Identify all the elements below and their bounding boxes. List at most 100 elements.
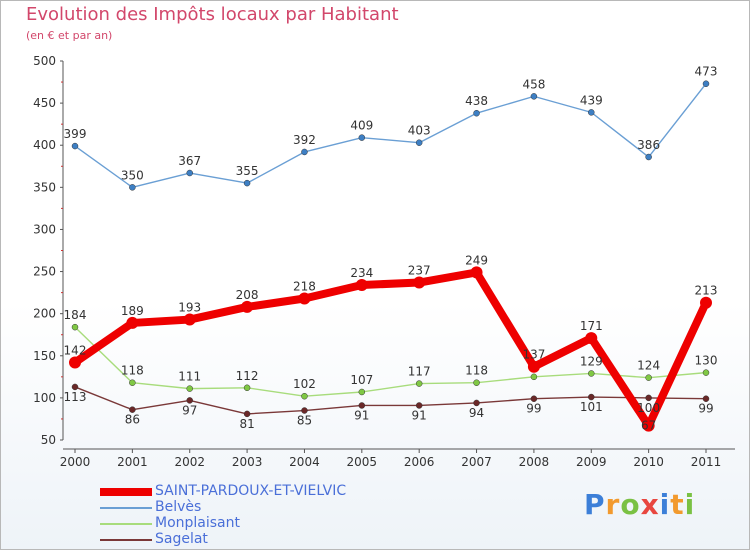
data-label: 86 (125, 413, 140, 427)
data-point (645, 394, 652, 402)
data-point (645, 153, 652, 161)
data-label: 367 (178, 154, 201, 168)
data-label: 184 (64, 308, 87, 322)
data-point (415, 402, 423, 409)
data-label: 124 (637, 359, 660, 373)
series-line (74, 386, 707, 415)
data-label: 117 (408, 365, 431, 379)
data-label: 392 (293, 133, 316, 147)
data-point (355, 279, 368, 292)
data-point (358, 388, 366, 396)
data-point (588, 370, 595, 377)
legend-label: Belvès (155, 499, 202, 515)
chart-title: Evolution des Impôts locaux par Habitant (26, 4, 399, 25)
legend-swatch (100, 523, 152, 525)
data-label: 107 (350, 373, 373, 387)
x-tick-label: 2004 (289, 455, 320, 469)
data-point (527, 360, 540, 373)
data-point (413, 276, 426, 289)
data-point (415, 380, 423, 387)
data-label: 234 (350, 266, 373, 280)
data-label: 458 (522, 77, 545, 91)
x-tick-label: 2001 (117, 455, 148, 469)
data-label: 350 (121, 168, 144, 182)
data-point (129, 379, 136, 386)
data-point (69, 356, 81, 369)
data-label: 438 (465, 94, 488, 108)
data-point (241, 300, 254, 313)
data-label: 111 (178, 370, 201, 384)
data-point (358, 402, 366, 409)
data-point (702, 369, 710, 376)
data-point (645, 374, 652, 381)
x-tick-label: 2009 (576, 455, 607, 469)
data-label: 91 (412, 408, 427, 422)
data-point (71, 323, 79, 331)
data-label: 355 (236, 164, 259, 178)
data-point (301, 392, 308, 400)
series-line (74, 326, 707, 397)
data-point (530, 395, 538, 402)
data-point (530, 93, 538, 100)
y-tick-label: 450 (33, 96, 56, 110)
data-label: 473 (695, 65, 718, 79)
data-point (71, 383, 79, 391)
data-point (183, 313, 196, 326)
logo-letter: i (684, 488, 696, 521)
data-label: 208 (236, 288, 259, 302)
data-point (243, 384, 251, 392)
legend-label: SAINT-PARDOUX-ET-VIELVIC (155, 483, 347, 499)
y-tick-label: 100 (33, 391, 56, 405)
data-point (700, 296, 712, 309)
data-point (642, 419, 655, 432)
x-tick-label: 2007 (461, 455, 492, 469)
proxiti-logo: Proxiti (584, 488, 695, 521)
x-tick-label: 2010 (633, 455, 664, 469)
logo-letter: t (670, 488, 685, 521)
y-tick-label: 350 (33, 180, 56, 194)
y-tick-label: 50 (41, 433, 56, 447)
legend-label: Sagelat (155, 531, 208, 547)
data-label: 101 (580, 400, 603, 414)
data-point (473, 109, 480, 117)
data-label: 213 (695, 284, 718, 298)
data-label: 249 (465, 253, 488, 267)
x-tick-label: 2005 (347, 455, 378, 469)
data-point (358, 134, 366, 141)
data-point (298, 292, 311, 305)
data-label: 99 (526, 402, 541, 416)
data-point (588, 393, 595, 401)
data-point (470, 266, 483, 279)
data-label: 171 (580, 319, 603, 333)
y-tick-label: 200 (33, 307, 56, 321)
data-label: 67 (641, 419, 656, 433)
data-label: 439 (580, 93, 603, 107)
x-tick-label: 2011 (691, 455, 722, 469)
data-label: 112 (236, 369, 259, 383)
data-label: 193 (178, 301, 201, 315)
data-point (415, 139, 423, 146)
x-tick-label: 2003 (232, 455, 263, 469)
data-point (588, 109, 595, 116)
data-point (530, 373, 538, 381)
data-point (186, 385, 193, 392)
data-label: 85 (297, 414, 312, 428)
data-label: 386 (637, 138, 660, 152)
logo-letter: P (584, 488, 606, 521)
data-label: 218 (293, 280, 316, 294)
data-point (585, 332, 598, 345)
legend-swatch (100, 488, 152, 496)
data-point (129, 406, 136, 413)
data-label: 137 (522, 348, 545, 362)
series-line (71, 268, 710, 430)
data-point (473, 399, 480, 407)
y-tick-label: 400 (33, 138, 56, 152)
legend-label: Monplaisant (155, 515, 240, 531)
x-tick-label: 2008 (519, 455, 550, 469)
data-label: 130 (695, 354, 718, 368)
data-point (243, 179, 251, 187)
y-tick-label: 150 (33, 349, 56, 363)
chart-subtitle: (en € et par an) (26, 29, 113, 42)
data-label: 403 (408, 124, 431, 138)
